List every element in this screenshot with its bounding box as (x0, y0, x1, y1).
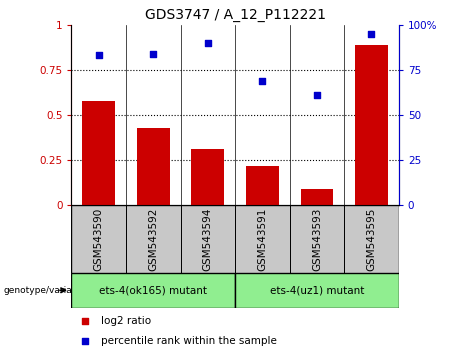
Bar (191, 149, 224, 205)
Point (149, 51, 157, 57)
Bar (126, 205, 181, 273)
Text: log2 ratio: log2 ratio (101, 316, 151, 326)
Text: GSM543593: GSM543593 (312, 207, 322, 271)
Bar (83, 101, 115, 205)
Bar (301, 189, 333, 205)
Bar (181, 205, 235, 273)
Text: GSM543595: GSM543595 (366, 207, 377, 271)
Bar (246, 166, 279, 205)
Point (81, 318, 88, 324)
Text: GSM543590: GSM543590 (94, 207, 104, 270)
Bar (355, 45, 388, 205)
Text: GSM543592: GSM543592 (148, 207, 158, 271)
Title: GDS3747 / A_12_P112221: GDS3747 / A_12_P112221 (145, 8, 325, 22)
Point (368, 31, 375, 37)
Bar (235, 205, 290, 273)
Point (313, 92, 321, 98)
Text: genotype/variation: genotype/variation (4, 286, 90, 295)
Bar (290, 205, 344, 273)
Bar (137, 128, 170, 205)
Text: ets-4(uz1) mutant: ets-4(uz1) mutant (270, 285, 364, 295)
Point (259, 78, 266, 84)
Text: percentile rank within the sample: percentile rank within the sample (101, 336, 277, 346)
Text: ets-4(ok165) mutant: ets-4(ok165) mutant (99, 285, 207, 295)
Bar (235, 273, 399, 308)
Point (81, 338, 88, 344)
Bar (71, 273, 235, 308)
Bar (344, 205, 399, 273)
Text: GSM543591: GSM543591 (257, 207, 267, 271)
Point (204, 40, 212, 46)
Bar (71, 205, 126, 273)
Point (95, 53, 102, 58)
Text: GSM543594: GSM543594 (203, 207, 213, 271)
